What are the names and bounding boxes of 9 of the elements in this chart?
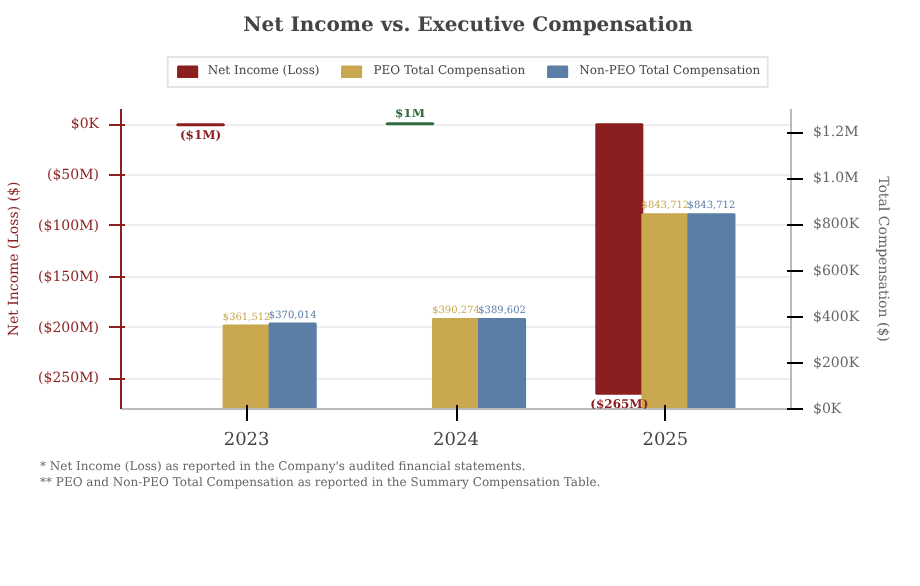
bar [222,324,271,409]
bar [687,213,736,409]
chart-title: Net Income vs. Executive Compensation [243,15,695,37]
bar [478,318,527,409]
x-tick-label: 2024 [433,431,480,451]
bar [431,317,481,409]
x-tick-label: 2025 [642,431,689,451]
bar [268,322,317,409]
x-tick-label: 2023 [223,431,271,451]
